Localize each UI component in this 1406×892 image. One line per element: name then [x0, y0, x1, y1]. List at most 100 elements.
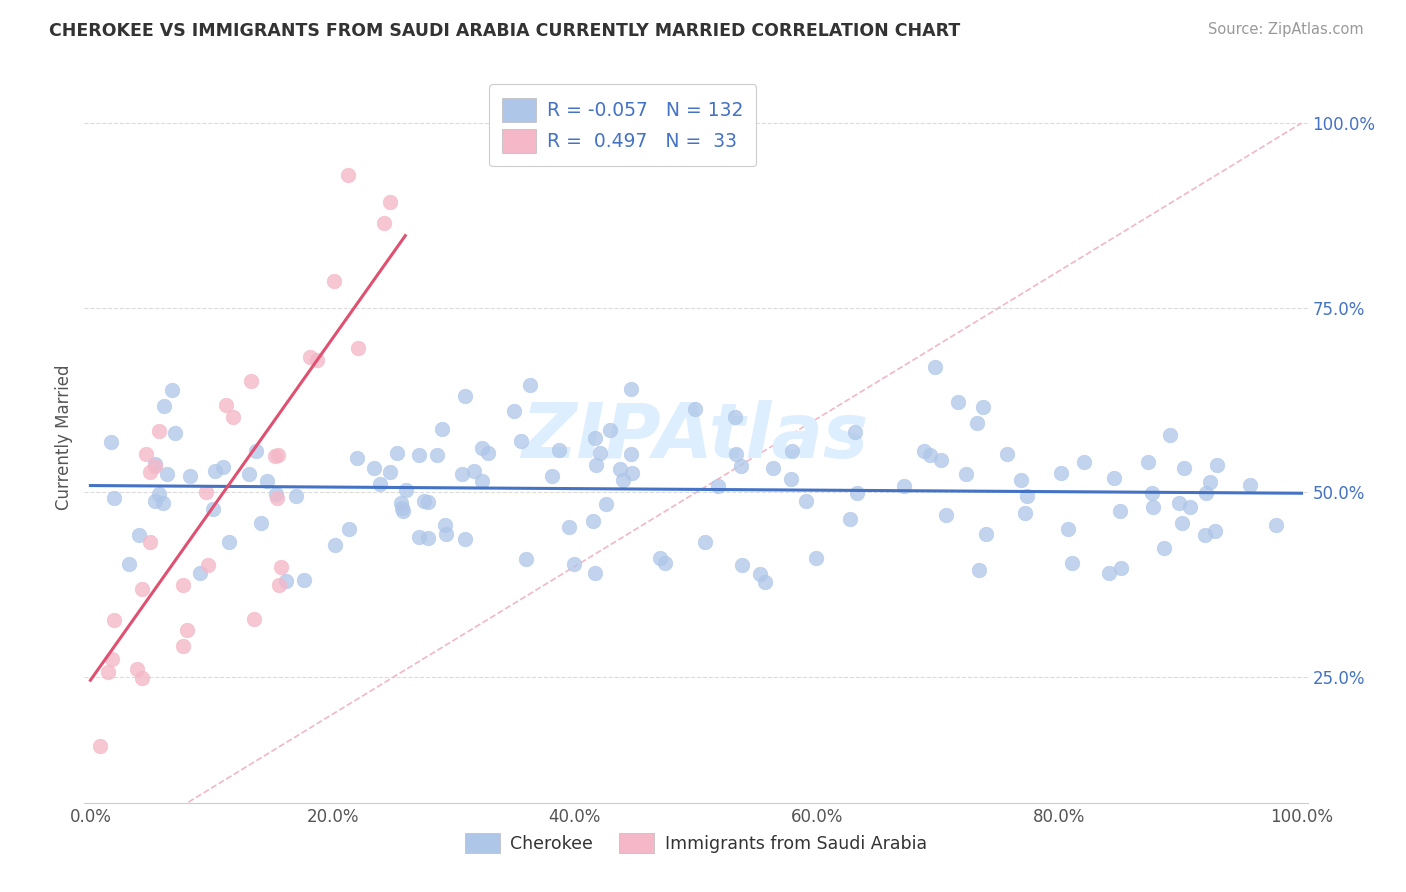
Point: [274, 574, 297, 588]
Point: [160, 384, 183, 398]
Point: [731, 558, 754, 572]
Point: [955, 467, 977, 481]
Point: [1171, 516, 1194, 530]
Point: [194, 484, 217, 499]
Point: [263, 449, 285, 463]
Point: [918, 448, 941, 462]
Point: [519, 378, 541, 392]
Point: [307, 353, 329, 368]
Point: [451, 467, 474, 481]
Point: [1073, 455, 1095, 469]
Point: [373, 216, 395, 230]
Point: [131, 671, 153, 685]
Point: [1264, 517, 1286, 532]
Point: [515, 552, 537, 566]
Point: [620, 382, 643, 396]
Point: [256, 475, 278, 489]
Point: [1102, 470, 1125, 484]
Point: [378, 194, 401, 209]
Point: [204, 464, 226, 478]
Point: [143, 458, 166, 473]
Point: [212, 459, 235, 474]
Point: [172, 639, 194, 653]
Point: [266, 448, 288, 462]
Point: [995, 447, 1018, 461]
Point: [583, 431, 606, 445]
Point: [454, 532, 477, 546]
Point: [172, 578, 194, 592]
Point: [299, 351, 322, 365]
Point: [935, 508, 957, 523]
Point: [724, 410, 747, 425]
Point: [418, 531, 440, 545]
Point: [706, 479, 728, 493]
Point: [683, 402, 706, 417]
Point: [145, 494, 167, 508]
Point: [337, 522, 360, 536]
Point: [243, 612, 266, 626]
Point: [152, 495, 174, 509]
Point: [103, 613, 125, 627]
Point: [368, 477, 391, 491]
Point: [128, 528, 150, 542]
Point: [1159, 427, 1181, 442]
Point: [562, 557, 585, 571]
Point: [131, 582, 153, 596]
Point: [454, 389, 477, 403]
Point: [215, 398, 238, 412]
Point: [408, 530, 430, 544]
Point: [139, 466, 162, 480]
Point: [285, 489, 308, 503]
Y-axis label: Currently Married: Currently Married: [55, 364, 73, 510]
Point: [589, 446, 612, 460]
Point: [502, 403, 524, 417]
Point: [582, 514, 605, 528]
Point: [292, 574, 315, 588]
Point: [322, 274, 344, 288]
Point: [264, 487, 287, 501]
Point: [245, 444, 267, 458]
Point: [612, 473, 634, 487]
Point: [395, 483, 418, 498]
Point: [103, 491, 125, 505]
Point: [426, 449, 449, 463]
Point: [148, 424, 170, 438]
Point: [378, 466, 401, 480]
Point: [471, 442, 494, 456]
Point: [654, 556, 676, 570]
Point: [558, 520, 581, 534]
Point: [1194, 527, 1216, 541]
Point: [250, 516, 273, 531]
Point: [976, 527, 998, 541]
Point: [100, 435, 122, 450]
Point: [266, 491, 288, 505]
Point: [1015, 489, 1038, 503]
Point: [165, 426, 187, 441]
Legend: Cherokee, Immigrants from Saudi Arabia: Cherokee, Immigrants from Saudi Arabia: [458, 826, 934, 860]
Point: [202, 501, 225, 516]
Point: [412, 493, 434, 508]
Point: [762, 460, 785, 475]
Point: [846, 486, 869, 500]
Point: [325, 538, 347, 552]
Point: [585, 566, 607, 580]
Point: [218, 534, 240, 549]
Point: [1206, 458, 1229, 472]
Point: [912, 443, 935, 458]
Point: [1142, 500, 1164, 514]
Point: [1153, 541, 1175, 555]
Point: [392, 503, 415, 517]
Point: [648, 551, 671, 566]
Point: [599, 424, 621, 438]
Point: [118, 557, 141, 571]
Point: [1109, 561, 1132, 575]
Point: [1060, 556, 1083, 570]
Point: [148, 487, 170, 501]
Point: [363, 460, 385, 475]
Point: [1010, 473, 1032, 487]
Text: Source: ZipAtlas.com: Source: ZipAtlas.com: [1208, 22, 1364, 37]
Point: [346, 451, 368, 466]
Point: [477, 446, 499, 460]
Point: [924, 360, 946, 375]
Point: [1137, 455, 1160, 469]
